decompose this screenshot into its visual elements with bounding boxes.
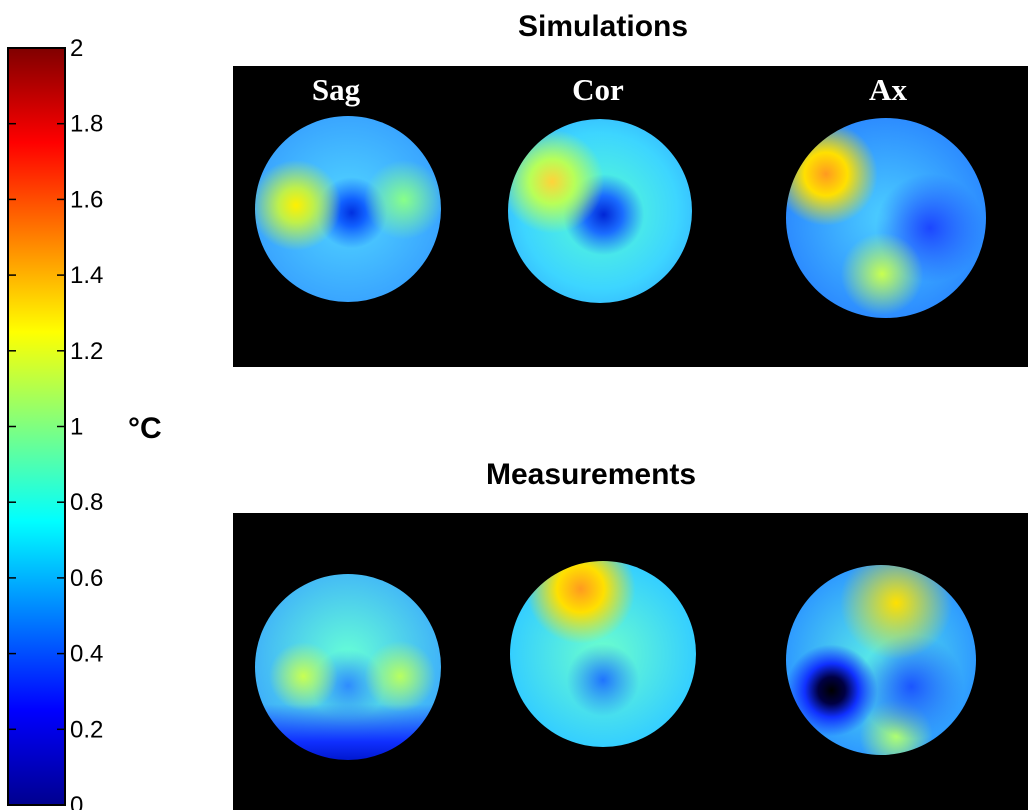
sim-cor-map <box>508 119 692 303</box>
colorbar-tick-label: 2 <box>70 35 83 62</box>
measurements-panel <box>233 513 1028 810</box>
simulations-title: Simulations <box>518 10 689 43</box>
colorbar-tick-label: 0 <box>70 792 83 810</box>
view-label-ax: Ax <box>869 72 907 107</box>
colorbar-tick-label: 1.4 <box>70 262 103 289</box>
sim-sag-map <box>255 116 441 302</box>
meas-sag-map <box>255 574 441 760</box>
colorbar-tick-label: 1.2 <box>70 338 103 365</box>
colorbar-tick-label: 1 <box>70 414 83 441</box>
colorbar-tick-label: 0.2 <box>70 716 103 743</box>
colorbar-unit-label: °C <box>128 412 162 445</box>
colorbar-tick-label: 0.6 <box>70 565 103 592</box>
view-label-cor: Cor <box>572 72 624 107</box>
colorbar-tick-label: 0.8 <box>70 489 103 516</box>
view-label-sag: Sag <box>311 72 361 107</box>
colorbar-gradient <box>7 47 66 806</box>
colorbar-tick-label: 0.4 <box>70 641 103 668</box>
meas-ax-map <box>786 565 976 755</box>
measurements-title: Measurements <box>486 458 697 491</box>
colorbar-ticks: 2 1.8 1.6 1.4 1.2 1 0.8 0.6 0.4 0.2 0 <box>8 35 103 810</box>
simulations-panel: Sag Cor Ax <box>233 66 1028 367</box>
colorbar-tick-label: 1.6 <box>70 186 103 213</box>
colorbar-tick-label: 1.8 <box>70 111 103 138</box>
meas-cor-map <box>510 561 696 747</box>
sim-ax-map <box>786 118 986 318</box>
